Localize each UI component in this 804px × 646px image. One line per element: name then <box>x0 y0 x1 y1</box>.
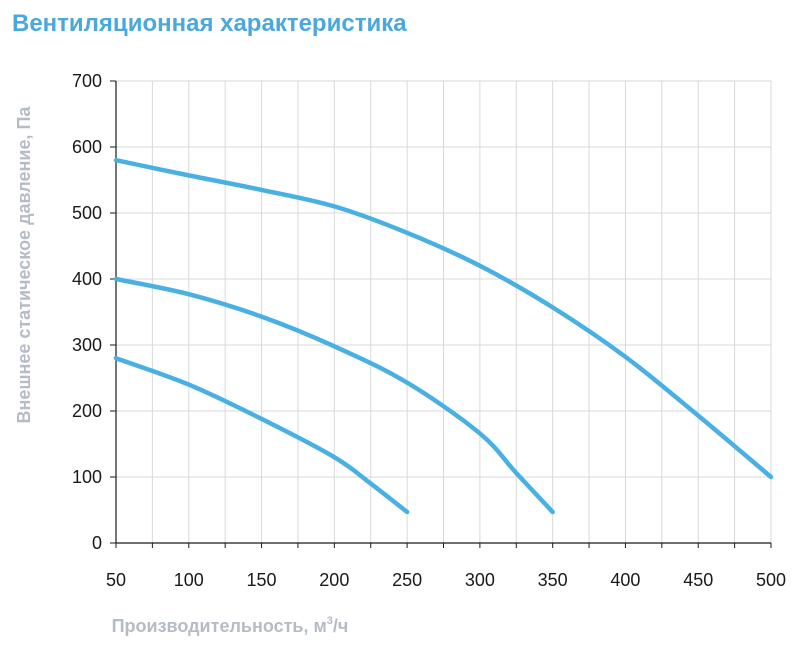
x-tick-label: 400 <box>610 570 640 590</box>
x-axis-title-main: Производительность, м <box>112 616 327 636</box>
series-line-1 <box>113 355 410 515</box>
y-axis-title: Внешнее статическое давление, Па <box>14 106 34 424</box>
x-tick-label: 50 <box>106 570 126 590</box>
chart-title: Вентиляционная характеристика <box>12 10 407 37</box>
grid <box>116 80 772 543</box>
series-line-2 <box>113 276 555 515</box>
x-tick-label: 350 <box>538 570 568 590</box>
x-tick-label: 500 <box>756 570 786 590</box>
y-tick-label: 0 <box>92 533 102 553</box>
y-tick-label: 200 <box>72 401 102 421</box>
tick-labels: 0 100 200 300 400 500 600 700 50 100 150 200 250 300 3… <box>72 71 786 590</box>
y-tick-label: 300 <box>72 335 102 355</box>
x-tick-label: 100 <box>174 570 204 590</box>
x-axis-title-tail: /ч <box>333 616 348 636</box>
y-tick-label: 400 <box>72 269 102 289</box>
y-tick-label: 700 <box>72 71 102 91</box>
y-tick-label: 500 <box>72 203 102 223</box>
x-tick-label: 300 <box>465 570 495 590</box>
y-tick-label: 100 <box>72 467 102 487</box>
x-axis-title: Производительность, м3/ч <box>112 615 349 636</box>
axes <box>110 80 772 548</box>
x-tick-label: 250 <box>392 570 422 590</box>
series-group <box>113 157 774 515</box>
x-tick-label: 450 <box>683 570 713 590</box>
y-tick-label: 600 <box>72 137 102 157</box>
x-tick-label: 150 <box>247 570 277 590</box>
x-axis-title-sup: 3 <box>327 615 333 627</box>
x-tick-label: 200 <box>319 570 349 590</box>
series-line-3 <box>113 157 774 480</box>
